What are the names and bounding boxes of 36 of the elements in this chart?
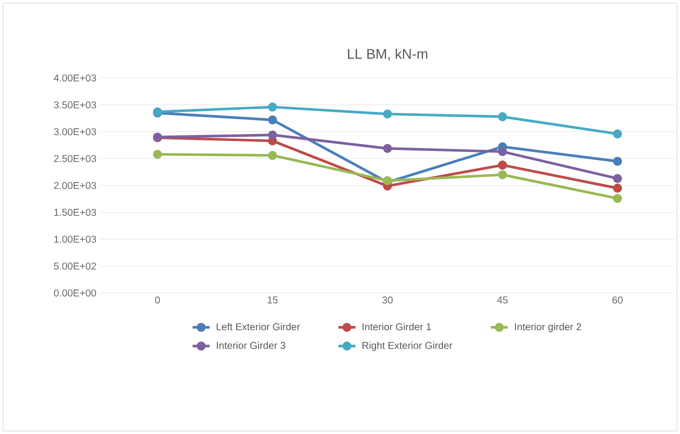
- x-tick-label: 0: [155, 296, 160, 304]
- y-tick-label: 4.00E+03: [54, 74, 96, 82]
- point: [383, 110, 392, 118]
- point: [498, 147, 508, 156]
- legend-label: Interior girder 2: [515, 322, 582, 332]
- legend-label: Interior Girder 1: [362, 322, 431, 330]
- legend-label: Interior Girder 3: [216, 342, 286, 349]
- chart-title: LL BM, kN-m: [348, 48, 428, 60]
- y-tick-label: 5.00E+02: [54, 262, 96, 270]
- point: [498, 112, 508, 122]
- point: [268, 150, 278, 160]
- y-tick-label: 1.50E+03: [54, 208, 96, 216]
- point: [498, 160, 508, 170]
- y-tick-label: 0.00E+00: [54, 289, 96, 297]
- x-tick-label: 45: [497, 296, 508, 304]
- x-tick-label: 60: [612, 296, 623, 304]
- legend-label: Right Exterior Girder: [362, 342, 452, 351]
- x-tick-label: 30: [382, 296, 393, 304]
- point: [268, 130, 278, 140]
- point: [498, 170, 508, 180]
- legend-label: Left Exterior Girder: [216, 322, 300, 330]
- x-tick-label: 15: [268, 296, 278, 304]
- point: [613, 194, 622, 203]
- point: [153, 150, 162, 159]
- y-tick-label: 2.00E+03: [54, 182, 96, 190]
- point: [613, 156, 622, 166]
- y-tick-label: 3.50E+03: [54, 101, 96, 108]
- point: [613, 184, 622, 193]
- y-tick-label: 3.00E+03: [54, 128, 96, 136]
- point: [613, 174, 622, 183]
- point: [268, 115, 278, 124]
- point: [383, 144, 392, 153]
- y-tick-label: 2.50E+03: [54, 155, 96, 162]
- point: [613, 129, 622, 138]
- y-tick-label: 1.00E+03: [54, 236, 96, 243]
- point: [268, 102, 278, 112]
